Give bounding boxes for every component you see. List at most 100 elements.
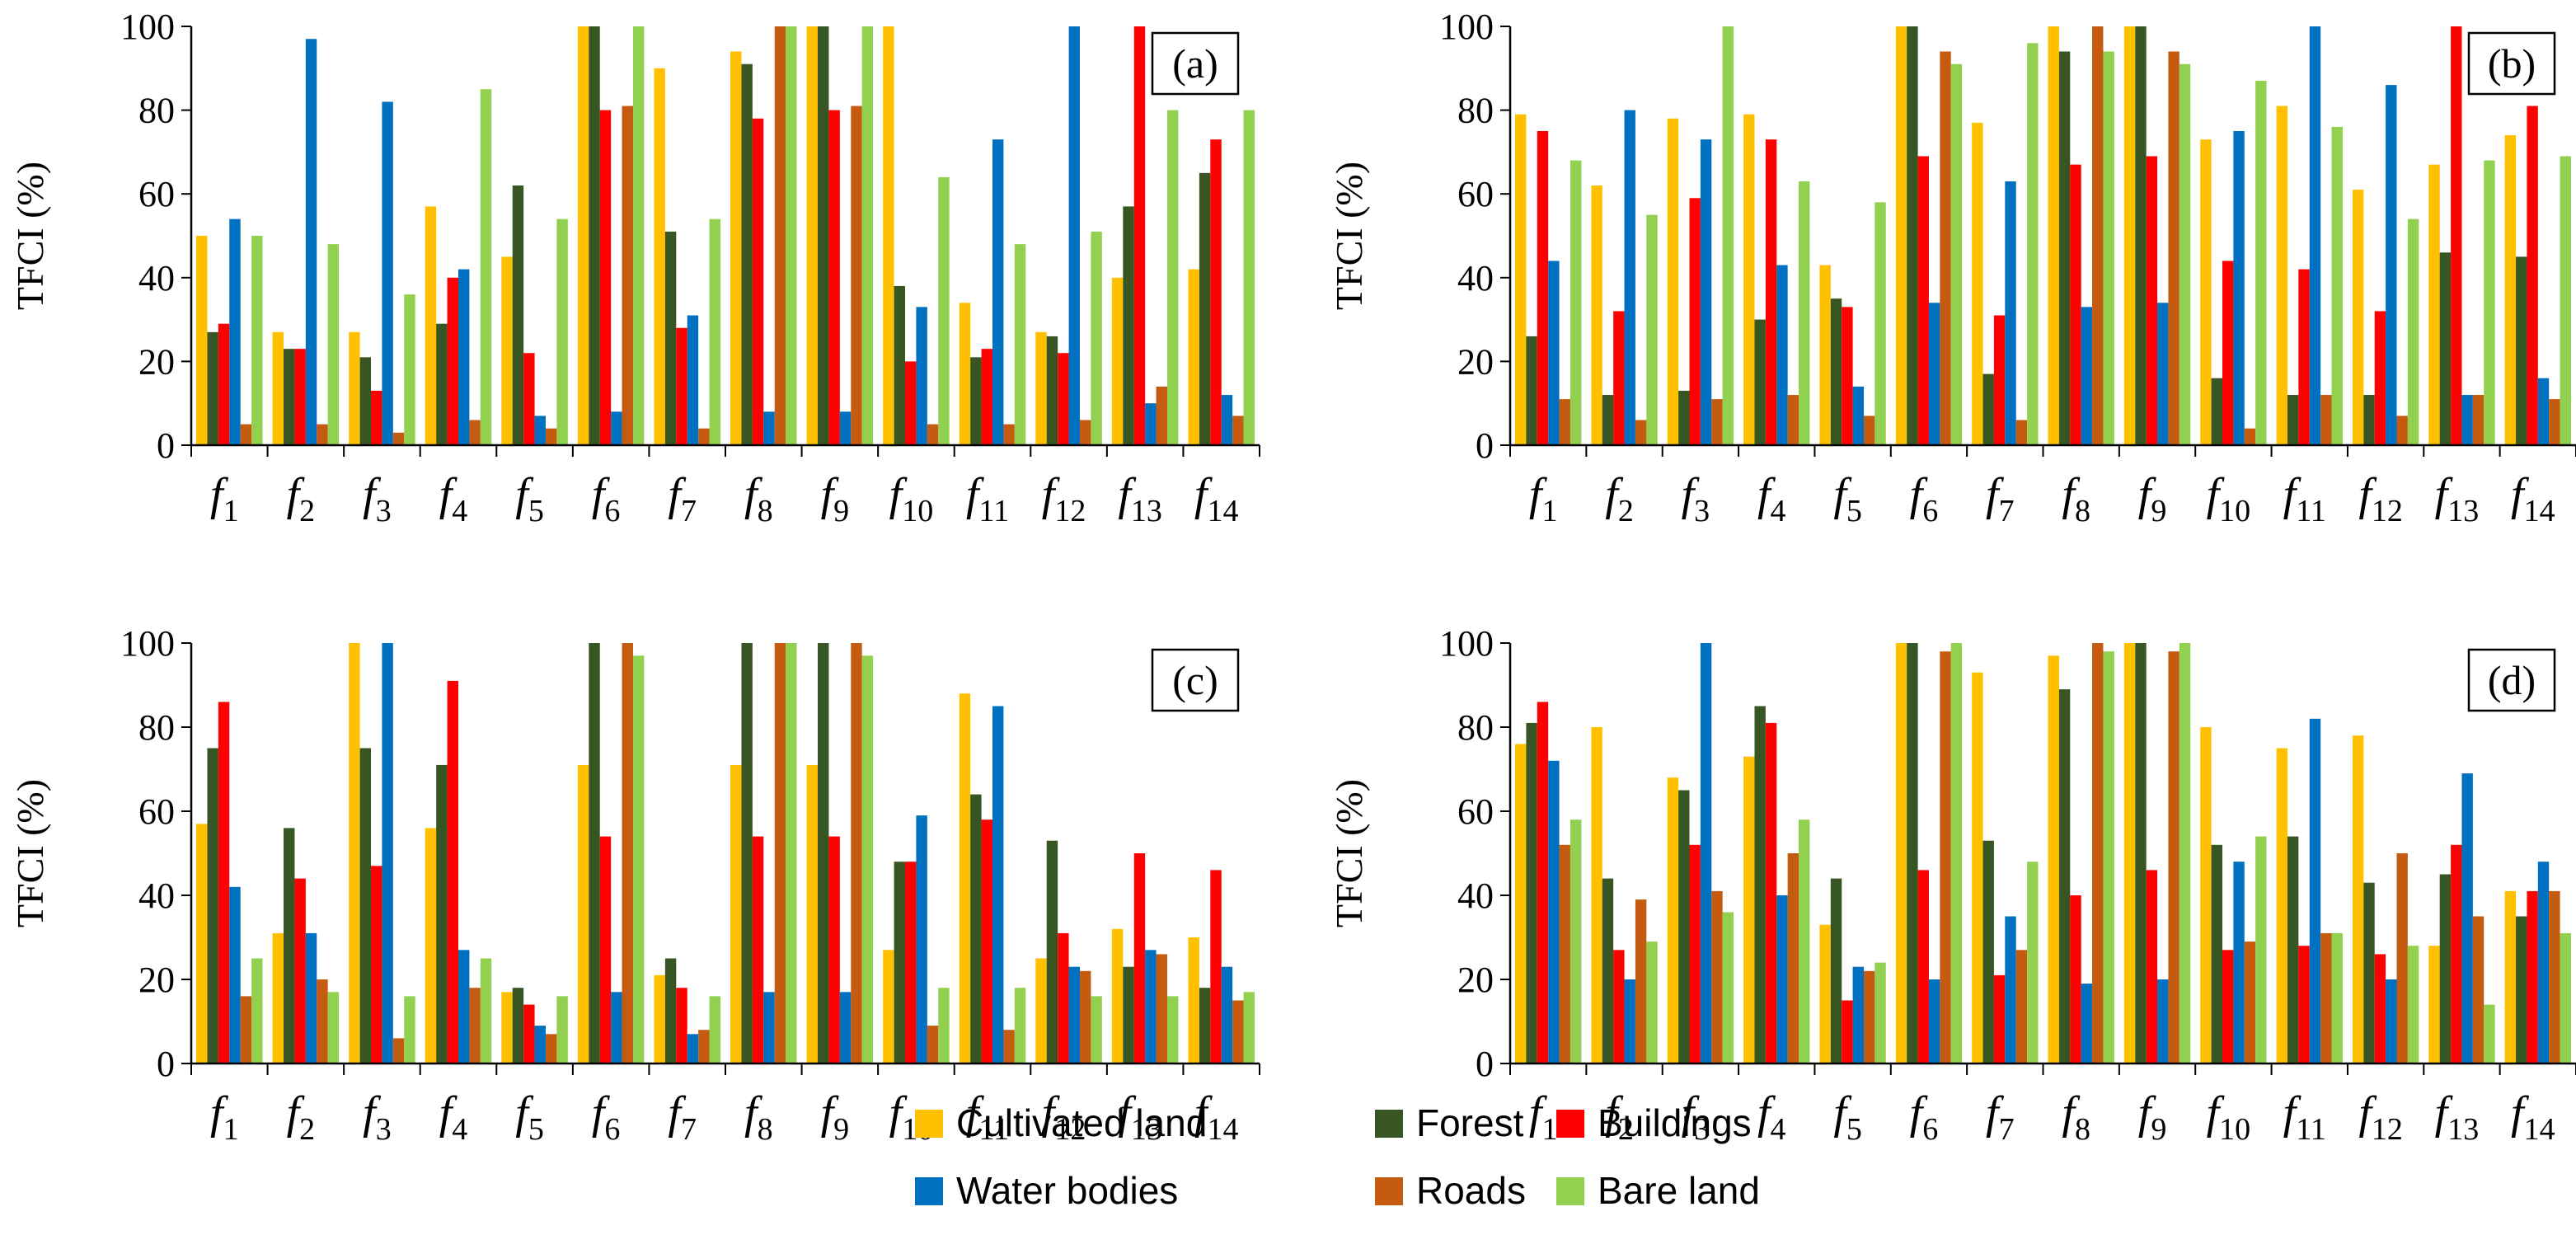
bar-cultivated-land xyxy=(2123,643,2136,1064)
x-tick-label: f2 xyxy=(287,1087,316,1147)
bar-water-bodies xyxy=(992,706,1004,1064)
bar-cultivated-land xyxy=(349,331,360,445)
legend-swatch xyxy=(1556,1177,1584,1205)
legend-label: Forest xyxy=(1416,1101,1524,1144)
bar-roads xyxy=(1156,954,1167,1064)
bar-water-bodies xyxy=(2537,862,2550,1064)
bar-water-bodies xyxy=(611,992,622,1064)
panel-label-box xyxy=(1151,31,1240,96)
y-tick-label: 20 xyxy=(1457,960,1494,1000)
bar-forest xyxy=(1982,373,1994,445)
y-tick-label: 40 xyxy=(1457,876,1494,916)
bar-bare-land xyxy=(327,992,340,1064)
x-tick-label: f2 xyxy=(287,469,316,528)
bar-cultivated-land xyxy=(1515,744,1527,1064)
bar-forest xyxy=(589,26,600,445)
bar-bare-land xyxy=(632,655,645,1064)
bar-roads xyxy=(2092,643,2104,1064)
bar-buildings xyxy=(1765,139,1777,445)
bar-forest xyxy=(970,794,982,1064)
bar-roads xyxy=(392,1038,405,1064)
y-axis-label: TFCI (%) xyxy=(9,779,51,927)
y-tick-label: 60 xyxy=(138,791,175,832)
legend-item: Bare land xyxy=(1556,1169,1760,1212)
bar-bare-land xyxy=(861,26,874,445)
bar-roads xyxy=(851,643,862,1064)
bar-roads xyxy=(622,643,633,1064)
bar-forest xyxy=(512,988,524,1064)
bar-roads xyxy=(1079,970,1091,1064)
bar-forest xyxy=(1602,878,1614,1064)
bar-water-bodies xyxy=(1221,395,1233,445)
bar-cultivated-land xyxy=(1111,928,1124,1064)
bar-cultivated-land xyxy=(1895,643,1907,1064)
bar-bare-land xyxy=(2027,862,2039,1064)
bar-forest xyxy=(818,643,829,1064)
y-tick-label: 40 xyxy=(138,258,175,298)
bar-buildings xyxy=(981,819,992,1064)
bar-bare-land xyxy=(556,996,568,1064)
bar-bare-land xyxy=(2255,81,2267,445)
x-tick-label: f5 xyxy=(515,1087,544,1147)
bar-roads xyxy=(774,643,786,1064)
bar-buildings xyxy=(2146,156,2158,446)
x-tick-label: f7 xyxy=(668,1087,697,1147)
bar-bare-land xyxy=(1166,996,1179,1064)
bar-forest xyxy=(2058,689,2071,1064)
bar-buildings xyxy=(2451,844,2462,1064)
bar-cultivated-land xyxy=(730,51,742,445)
bar-forest xyxy=(1830,878,1842,1064)
bar-water-bodies xyxy=(992,139,1004,445)
bar-roads xyxy=(2015,950,2028,1064)
bar-forest xyxy=(512,185,524,446)
bar-buildings xyxy=(2222,261,2234,445)
legend-label: Buildings xyxy=(1598,1101,1752,1144)
y-tick-label: 100 xyxy=(120,623,175,664)
bar-bare-land xyxy=(1014,244,1026,445)
bar-water-bodies xyxy=(611,411,622,445)
bar-roads xyxy=(2168,51,2180,445)
x-tick-label: f2 xyxy=(1605,469,1634,528)
bar-water-bodies xyxy=(382,643,393,1064)
chart-panel-2: 0 20 40 60 80 100 TFCI (%) f1 f2 f3 f4 f5 f6 f7 f8 f9 f1… xyxy=(9,623,1260,1147)
bar-forest xyxy=(818,26,829,445)
bar-forest xyxy=(207,331,218,445)
bar-bare-land xyxy=(938,176,950,445)
x-tick-label: f4 xyxy=(439,1087,468,1147)
bar-water-bodies xyxy=(1928,303,1940,445)
bar-cultivated-land xyxy=(196,236,208,445)
panel-label: (b) xyxy=(2488,40,2536,87)
bar-roads xyxy=(2549,399,2560,445)
bar-water-bodies xyxy=(1776,265,1788,445)
x-tick-label: f4 xyxy=(1757,1087,1786,1147)
bar-water-bodies xyxy=(2081,984,2093,1064)
x-tick-label: f13 xyxy=(2435,469,2480,528)
bar-bare-land xyxy=(786,643,797,1064)
bar-roads xyxy=(1232,1000,1244,1064)
bar-buildings xyxy=(1689,844,1701,1064)
bar-forest xyxy=(2211,844,2223,1064)
x-tick-label: f13 xyxy=(1118,1087,1162,1147)
bar-cultivated-land xyxy=(1667,777,1679,1064)
bar-bare-land xyxy=(786,26,797,445)
bar-water-bodies xyxy=(687,315,699,445)
bar-buildings xyxy=(2374,311,2386,445)
bar-buildings xyxy=(2374,954,2386,1064)
bar-bare-land xyxy=(251,236,263,445)
bar-roads xyxy=(1863,970,1875,1064)
bar-bare-land xyxy=(1570,819,1582,1064)
bar-bare-land xyxy=(1722,26,1734,445)
bar-water-bodies xyxy=(458,950,470,1064)
bar-buildings xyxy=(1537,702,1549,1064)
bar-buildings xyxy=(2527,890,2538,1064)
bar-buildings xyxy=(218,702,230,1064)
bar-water-bodies xyxy=(229,218,241,445)
x-tick-label: f14 xyxy=(2511,469,2555,528)
bar-water-bodies xyxy=(2081,307,2093,445)
x-tick-label: f12 xyxy=(1042,469,1086,528)
bar-roads xyxy=(851,106,862,445)
chart-panel-0: 0 20 40 60 80 100 TFCI (%) f1 f2 f3 f4 f5 f6 f7 f8 f9 f1… xyxy=(9,7,1260,528)
x-tick-label: f7 xyxy=(1986,1087,2015,1147)
x-tick-label: f11 xyxy=(966,469,1009,528)
bar-buildings xyxy=(1058,353,1069,445)
